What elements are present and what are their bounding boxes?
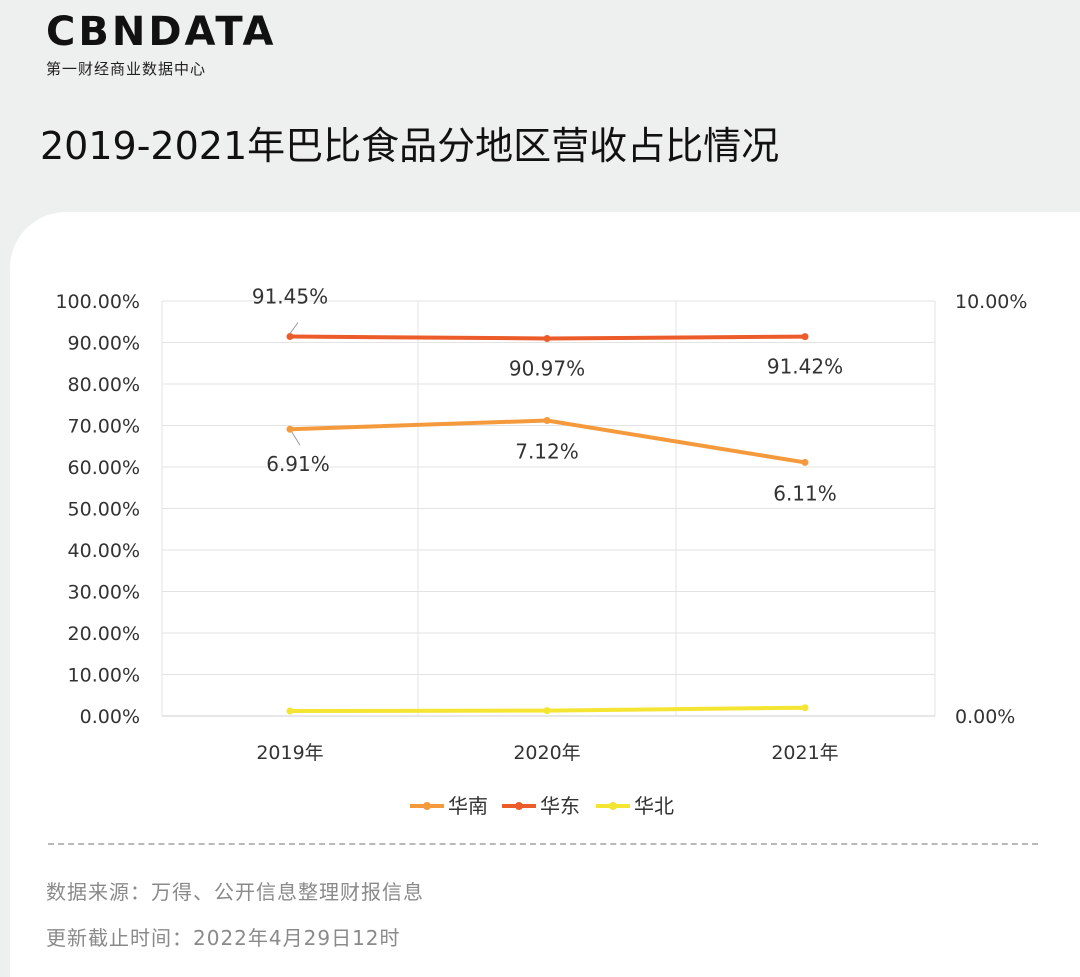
- y-left-tick-label: 40.00%: [68, 540, 140, 562]
- leader-line: [289, 322, 299, 334]
- y-right-tick-label: 10.00%: [955, 291, 1027, 313]
- logo-wordmark: CBNDATA: [46, 9, 277, 55]
- page-title: 2019-2021年巴比食品分地区营收占比情况: [40, 124, 780, 168]
- data-point-华北: [543, 707, 551, 715]
- legend-marker-华北: [609, 802, 617, 810]
- data-label-华南: 6.91%: [266, 452, 330, 476]
- y-left-tick-label: 80.00%: [68, 374, 140, 396]
- y-left-tick-label: 100.00%: [55, 291, 140, 313]
- y-left-tick-label: 30.00%: [68, 582, 140, 604]
- y-right-tick-label: 0.00%: [955, 706, 1015, 728]
- y-left-tick-label: 10.00%: [68, 665, 140, 687]
- data-point-华南: [801, 458, 809, 466]
- data-label-华东: 91.42%: [767, 355, 843, 379]
- data-point-华东: [801, 333, 809, 341]
- legend-marker-华南: [423, 802, 431, 810]
- brand-logo: CBNDATA 第一财经商业数据中心: [46, 10, 277, 79]
- data-point-华北: [286, 707, 294, 715]
- legend-marker-华东: [515, 802, 523, 810]
- y-left-tick-label: 0.00%: [80, 706, 140, 728]
- data-label-华南: 6.11%: [773, 481, 837, 505]
- update-time-note: 更新截止时间：2022年4月29日12时: [46, 926, 401, 950]
- data-point-华东: [286, 332, 294, 340]
- data-label-华东: 90.97%: [509, 356, 585, 380]
- legend-label-华东: 华东: [540, 794, 580, 818]
- y-left-tick-label: 90.00%: [68, 333, 140, 355]
- y-left-tick-label: 60.00%: [68, 457, 140, 479]
- data-source-note: 数据来源：万得、公开信息整理财报信息: [46, 880, 424, 904]
- data-point-华东: [543, 334, 551, 342]
- x-tick-label: 2019年: [256, 742, 323, 764]
- legend-label-华北: 华北: [634, 794, 674, 818]
- data-point-华南: [543, 417, 551, 425]
- y-left-tick-label: 20.00%: [68, 623, 140, 645]
- leader-line: [291, 431, 301, 446]
- x-tick-label: 2020年: [513, 742, 580, 764]
- footer-divider: [48, 843, 1038, 845]
- y-left-tick-label: 50.00%: [68, 499, 140, 521]
- line-chart: 0.00% 10.00% 20.00% 30.00% 40.00% 50.00% 60.00…: [55, 284, 1027, 818]
- legend-label-华南: 华南: [448, 794, 488, 818]
- data-label-华南: 7.12%: [515, 440, 579, 464]
- data-point-华北: [801, 704, 809, 712]
- data-label-华东: 91.45%: [252, 284, 328, 308]
- y-left-tick-label: 70.00%: [68, 416, 140, 438]
- logo-subtitle: 第一财经商业数据中心: [46, 60, 207, 78]
- x-tick-label: 2021年: [771, 742, 838, 764]
- data-point-华南: [286, 425, 294, 433]
